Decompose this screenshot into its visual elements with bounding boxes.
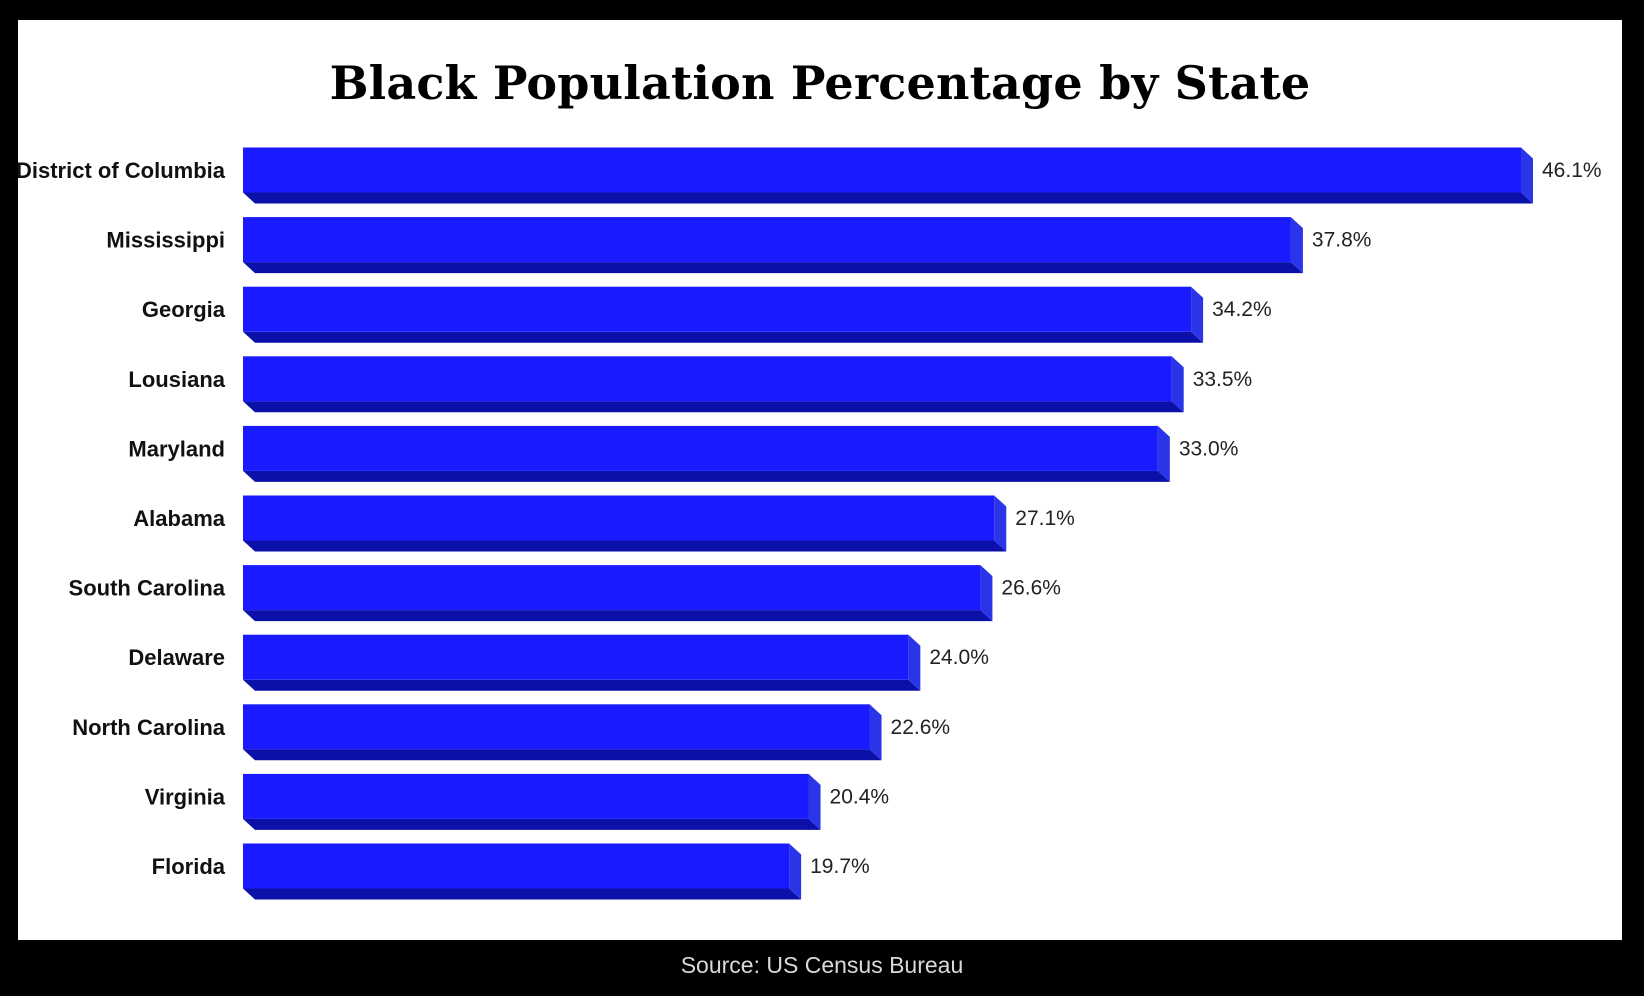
bar	[243, 565, 981, 611]
bar-group: District of Columbia 46.1%	[18, 147, 1602, 204]
bar	[243, 773, 809, 819]
bar	[243, 286, 1192, 332]
value-label: 34.2%	[1212, 298, 1272, 321]
bar-bottom	[243, 679, 921, 691]
bar-bottom	[243, 331, 1204, 343]
bar-side	[1521, 147, 1533, 204]
bar-side	[1191, 286, 1204, 343]
bar	[243, 147, 1521, 193]
category-label: Maryland	[128, 436, 225, 461]
value-label: 20.4%	[830, 785, 890, 808]
bar	[243, 495, 995, 541]
category-label: Alabama	[133, 506, 225, 531]
bar-side	[980, 565, 993, 622]
category-label: North Carolina	[72, 715, 226, 740]
category-label: Virginia	[145, 784, 226, 809]
bar	[243, 843, 790, 889]
bar-side	[994, 495, 1007, 552]
bar-side	[869, 704, 882, 761]
bar-bottom	[243, 888, 802, 900]
bar-bottom	[243, 192, 1533, 204]
bar-bottom	[243, 610, 993, 622]
bar-side	[789, 843, 802, 900]
chart-panel: Black Population Percentage by State Dis…	[18, 20, 1622, 940]
bar-side	[1290, 217, 1303, 274]
bar-group: Lousiana 33.5%	[128, 356, 1253, 413]
bar-group: Maryland 33.0%	[128, 425, 1239, 482]
category-label: Georgia	[142, 297, 226, 322]
value-label: 46.1%	[1542, 159, 1602, 182]
value-label: 33.5%	[1193, 368, 1253, 391]
bar-side	[1157, 425, 1170, 482]
chart-title: Black Population Percentage by State	[329, 56, 1311, 110]
value-label: 37.8%	[1312, 229, 1372, 252]
bar-group: Florida 19.7%	[152, 843, 870, 900]
bar-bottom	[243, 818, 821, 830]
value-label: 27.1%	[1015, 507, 1075, 530]
bar	[243, 634, 909, 680]
category-label: District of Columbia	[18, 158, 226, 183]
source-note: Source: US Census Bureau	[680, 952, 964, 978]
bar-side	[1171, 356, 1184, 413]
bar	[243, 217, 1291, 263]
bar-group: North Carolina 22.6%	[72, 704, 951, 761]
category-label: Delaware	[128, 645, 225, 670]
bar-bottom	[243, 262, 1303, 274]
bar-group: Georgia 34.2%	[142, 286, 1272, 343]
value-label: 24.0%	[929, 646, 989, 669]
bar	[243, 704, 870, 750]
category-label: South Carolina	[69, 576, 226, 601]
category-label: Florida	[152, 854, 226, 879]
bar-group: South Carolina 26.6%	[69, 565, 1061, 622]
bar-bottom	[243, 470, 1170, 482]
value-label: 19.7%	[810, 855, 870, 878]
bar-bottom	[243, 401, 1184, 413]
bar-group: Alabama 27.1%	[133, 495, 1075, 552]
bar-chart: District of Columbia 46.1% Mississippi 37.8…	[18, 147, 1602, 900]
bar-side	[808, 773, 821, 830]
value-label: 26.6%	[1001, 577, 1061, 600]
value-label: 22.6%	[891, 716, 951, 739]
bar-group: Mississippi 37.8%	[106, 217, 1372, 274]
category-label: Lousiana	[128, 367, 225, 392]
value-label: 33.0%	[1179, 437, 1239, 460]
category-label: Mississippi	[106, 228, 225, 253]
bar-bottom	[243, 540, 1007, 552]
bar-side	[908, 634, 921, 691]
bar-group: Delaware 24.0%	[128, 634, 989, 691]
bar	[243, 425, 1158, 471]
bar-bottom	[243, 749, 882, 761]
bar	[243, 356, 1172, 402]
bar-group: Virginia 20.4%	[145, 773, 890, 830]
